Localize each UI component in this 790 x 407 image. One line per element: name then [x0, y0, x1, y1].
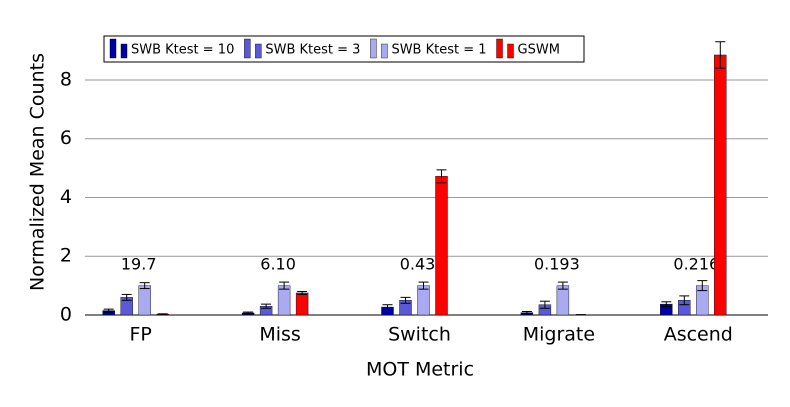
legend-label: SWB Ktest = 3	[265, 43, 360, 58]
error-bar	[418, 281, 429, 290]
bar	[714, 54, 727, 316]
bar	[295, 292, 309, 316]
legend-swatch	[109, 38, 117, 59]
bar	[435, 176, 448, 316]
y-axis-label: Normalized Mean Counts	[27, 53, 49, 291]
error-bar	[436, 169, 447, 184]
error-bar	[279, 281, 290, 290]
bar	[417, 285, 430, 316]
x-tick-label: Ascend	[664, 324, 733, 346]
error-bar	[539, 300, 550, 309]
legend: SWB Ktest = 10 SWB Ktest = 3 SWB Ktest = 1…	[103, 35, 585, 63]
y-tick-label: 4	[60, 186, 72, 208]
error-bar	[661, 301, 672, 307]
bar	[138, 285, 151, 316]
x-tick-label: Switch	[388, 324, 451, 346]
y-tick-label: 2	[60, 245, 72, 267]
bar	[277, 285, 291, 316]
error-bar	[297, 290, 308, 295]
error-bar	[243, 311, 254, 315]
y-tick-label: 6	[60, 127, 72, 149]
error-bar	[679, 295, 690, 306]
legend-swatch	[120, 43, 128, 59]
bar	[556, 285, 570, 316]
error-bar	[715, 41, 726, 69]
legend-swatch	[255, 43, 262, 59]
x-tick-label: Migrate	[523, 324, 595, 346]
annotation: 0.193	[534, 255, 580, 274]
error-bar	[521, 310, 532, 315]
error-bar	[697, 280, 708, 292]
x-tick-label: Miss	[259, 324, 300, 346]
y-tick-label: 8	[60, 68, 72, 90]
error-bar	[400, 296, 411, 304]
y-tick-label: 0	[60, 304, 72, 326]
legend-label: SWB Ktest = 10	[131, 43, 234, 58]
error-bar	[557, 281, 568, 290]
error-bar	[261, 303, 272, 309]
legend-swatch	[244, 38, 251, 59]
annotation: 19.7	[121, 255, 157, 274]
annotation: 6.10	[260, 255, 296, 274]
error-bar	[103, 308, 114, 313]
legend-swatch	[507, 43, 514, 59]
error-bar	[139, 282, 150, 290]
error-bar	[121, 293, 132, 301]
x-tick-label: FP	[130, 324, 152, 346]
legend-swatch	[381, 43, 388, 59]
legend-label: GSWM	[518, 43, 560, 58]
x-axis-label: MOT Metric	[366, 359, 474, 381]
legend-box	[103, 35, 585, 63]
legend-label: SWB Ktest = 1	[391, 43, 486, 58]
annotation: 0.43	[400, 255, 436, 274]
error-bar	[157, 313, 168, 315]
legend-swatch	[370, 38, 377, 59]
annotation: 0.216	[673, 255, 719, 274]
legend-swatch	[496, 38, 503, 59]
error-bar	[382, 304, 393, 310]
